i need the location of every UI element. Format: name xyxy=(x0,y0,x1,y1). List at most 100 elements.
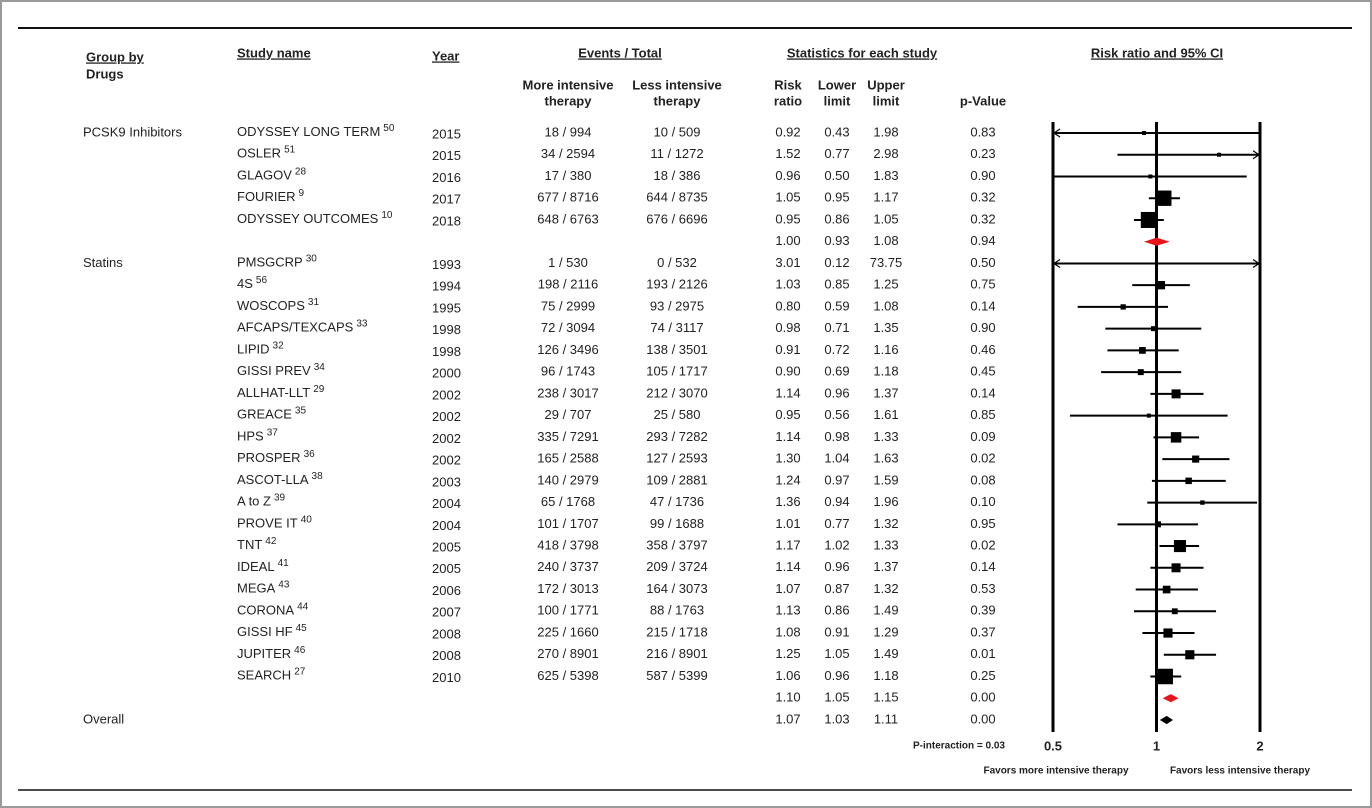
risk-ratio: 0.96 xyxy=(775,168,800,183)
events-less: 212 / 3070 xyxy=(646,385,707,400)
favors-left: Favors more intensive therapy xyxy=(983,766,1128,777)
ci-arrow xyxy=(1052,258,1061,268)
lower-limit: 1.05 xyxy=(824,646,849,661)
upper-limit: 1.32 xyxy=(873,516,898,531)
risk-ratio: 0.90 xyxy=(775,364,800,379)
events-less: 10 / 509 xyxy=(654,124,701,139)
year: 1994 xyxy=(432,279,461,294)
study-label: ODYSSEY LONG TERM 50 xyxy=(237,123,395,140)
header-risk: Risk xyxy=(774,77,802,92)
study-name: LIPID xyxy=(237,342,270,357)
p-value: 0.14 xyxy=(970,559,995,574)
study-name: FOURIER xyxy=(237,190,296,205)
events-more: 75 / 2999 xyxy=(541,298,595,313)
point-estimate xyxy=(1120,304,1126,310)
lower-limit: 0.96 xyxy=(824,559,849,574)
p-value: 0.45 xyxy=(970,364,995,379)
upper-limit: 1.29 xyxy=(873,624,898,639)
group-name: Statins xyxy=(83,255,123,270)
risk-ratio: 1.14 xyxy=(775,559,800,574)
overall-label: Overall xyxy=(83,711,124,726)
study-name: SEARCH xyxy=(237,668,291,683)
risk-ratio: 1.24 xyxy=(775,472,800,487)
study-ref: 29 xyxy=(313,384,325,395)
year: 2004 xyxy=(432,496,461,511)
risk-ratio: 1.13 xyxy=(775,603,800,618)
study-label: FOURIER 9 xyxy=(237,188,305,205)
study-label: TNT 42 xyxy=(237,536,277,553)
study-ref: 51 xyxy=(284,144,296,155)
point-estimate xyxy=(1185,650,1195,660)
p-value: 0.00 xyxy=(970,711,995,726)
header-lower: limit xyxy=(824,93,851,108)
study-ref: 28 xyxy=(295,166,307,177)
events-less: 164 / 3073 xyxy=(646,581,707,596)
events-less: 138 / 3501 xyxy=(646,342,707,357)
study-label: ALLHAT-LLT 29 xyxy=(237,384,325,401)
events-less: 0 / 532 xyxy=(657,255,697,270)
risk-ratio: 1.17 xyxy=(775,537,800,552)
risk-ratio: 0.98 xyxy=(775,320,800,335)
year: 2008 xyxy=(432,648,461,663)
study-ref: 9 xyxy=(299,188,305,199)
header-events: Events / Total xyxy=(578,45,662,60)
point-estimate xyxy=(1162,585,1171,594)
study-ref: 50 xyxy=(383,123,395,134)
year: 2003 xyxy=(432,474,461,489)
point-estimate xyxy=(1171,389,1181,399)
study-ref: 40 xyxy=(301,514,313,525)
events-less: 215 / 1718 xyxy=(646,624,707,639)
risk-ratio: 1.36 xyxy=(775,494,800,509)
study-label: PROSPER 36 xyxy=(237,449,315,466)
study-name: PROVE IT xyxy=(237,516,298,531)
upper-limit: 1.96 xyxy=(873,494,898,509)
upper-limit: 1.83 xyxy=(873,168,898,183)
events-less: 216 / 8901 xyxy=(646,646,707,661)
events-less: 99 / 1688 xyxy=(650,516,704,531)
lower-limit: 1.02 xyxy=(824,537,849,552)
study-name: AFCAPS/TEXCAPS xyxy=(237,320,354,335)
study-name: MEGA xyxy=(237,581,276,596)
events-more: 72 / 3094 xyxy=(541,320,595,335)
point-estimate xyxy=(1217,152,1222,157)
lower-limit: 0.96 xyxy=(824,385,849,400)
study-ref: 44 xyxy=(297,601,309,612)
upper-limit: 1.98 xyxy=(873,124,898,139)
events-more: 34 / 2594 xyxy=(541,146,595,161)
risk-ratio: 1.06 xyxy=(775,668,800,683)
year: 1993 xyxy=(432,257,461,272)
events-more: 1 / 530 xyxy=(548,255,588,270)
risk-ratio: 1.52 xyxy=(775,146,800,161)
x-tick-label: 0.5 xyxy=(1044,738,1062,753)
header-more: therapy xyxy=(545,93,593,108)
risk-ratio: 1.07 xyxy=(775,581,800,596)
upper-limit: 1.18 xyxy=(873,668,898,683)
p-value: 0.25 xyxy=(970,668,995,683)
study-name: PROSPER xyxy=(237,451,301,466)
study-ref: 56 xyxy=(256,275,268,286)
study-name: IDEAL xyxy=(237,559,275,574)
year: 1998 xyxy=(432,322,461,337)
p-value: 0.01 xyxy=(970,646,995,661)
events-less: 209 / 3724 xyxy=(646,559,707,574)
p-value: 0.94 xyxy=(970,233,995,248)
lower-limit: 0.71 xyxy=(824,320,849,335)
upper-limit: 2.98 xyxy=(873,146,898,161)
events-less: 11 / 1272 xyxy=(650,146,703,161)
upper-limit: 1.35 xyxy=(873,320,898,335)
events-more: 140 / 2979 xyxy=(537,472,598,487)
events-less: 293 / 7282 xyxy=(646,429,707,444)
upper-limit: 1.33 xyxy=(873,537,898,552)
p-value: 0.08 xyxy=(970,472,995,487)
events-more: 17 / 380 xyxy=(545,168,592,183)
lower-limit: 0.94 xyxy=(824,494,849,509)
year: 2004 xyxy=(432,518,461,533)
events-less: 88 / 1763 xyxy=(650,603,704,618)
p-value: 0.02 xyxy=(970,537,995,552)
study-label: ODYSSEY OUTCOMES 10 xyxy=(237,210,393,227)
p-value: 0.32 xyxy=(970,190,995,205)
study-ref: 43 xyxy=(278,579,290,590)
events-more: 126 / 3496 xyxy=(537,342,598,357)
header-drugs: Drugs xyxy=(86,66,124,81)
year: 2015 xyxy=(432,126,461,141)
